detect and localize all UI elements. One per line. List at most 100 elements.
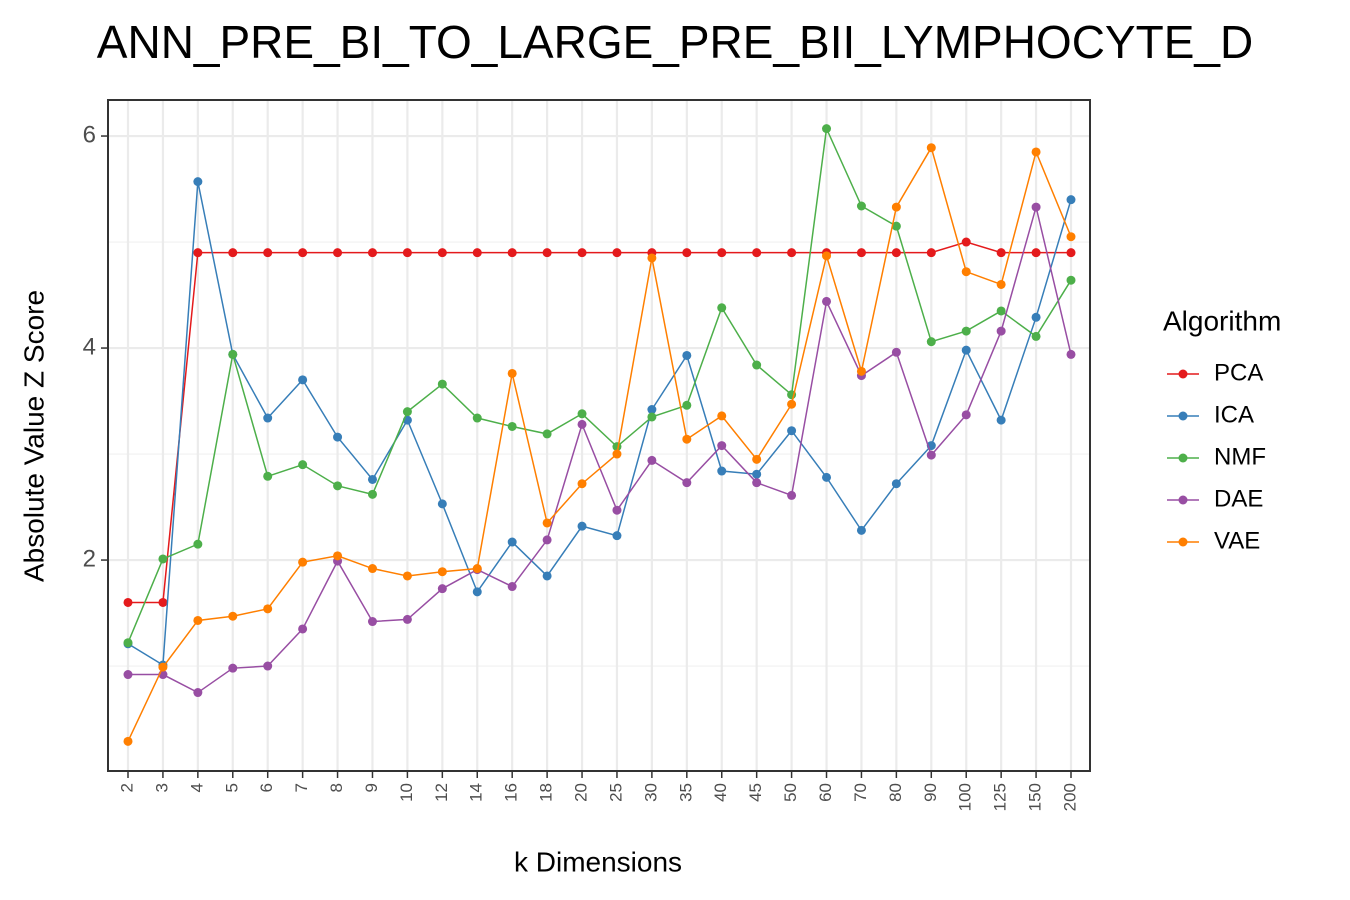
- x-tick-label: 4: [187, 783, 206, 792]
- data-point: [1066, 275, 1076, 285]
- data-point: [228, 663, 238, 673]
- data-point: [577, 248, 587, 258]
- data-point: [752, 248, 762, 258]
- data-point: [891, 248, 901, 258]
- data-point: [1066, 232, 1076, 242]
- data-point: [507, 248, 517, 258]
- data-point: [367, 617, 377, 627]
- data-point: [1031, 248, 1041, 258]
- data-point: [717, 466, 727, 476]
- data-point: [298, 557, 308, 567]
- data-point: [996, 326, 1006, 336]
- data-point: [193, 615, 203, 625]
- data-point: [682, 350, 692, 360]
- data-point: [1066, 195, 1076, 205]
- x-tick-label: 7: [292, 783, 311, 792]
- data-point: [856, 366, 866, 376]
- data-point: [263, 604, 273, 614]
- data-point: [333, 248, 343, 258]
- x-tick-label: 80: [886, 783, 905, 802]
- data-point: [298, 248, 308, 258]
- data-point: [612, 248, 622, 258]
- data-point: [926, 143, 936, 153]
- data-point: [367, 489, 377, 499]
- data-point: [158, 554, 168, 564]
- data-point: [996, 306, 1006, 316]
- x-tick-label: 45: [746, 783, 765, 802]
- data-point: [437, 584, 447, 594]
- data-point: [856, 248, 866, 258]
- data-point: [542, 248, 552, 258]
- data-point: [926, 450, 936, 460]
- data-point: [228, 248, 238, 258]
- data-point: [123, 597, 133, 607]
- x-tick-label: 35: [676, 783, 695, 802]
- data-point: [612, 505, 622, 515]
- x-tick-label: 60: [816, 783, 835, 802]
- data-point: [1031, 147, 1041, 157]
- data-point: [437, 567, 447, 577]
- data-point: [472, 587, 482, 597]
- x-tick-label: 125: [991, 783, 1010, 811]
- x-tick-label: 150: [1026, 783, 1045, 811]
- x-tick-label: 16: [502, 783, 521, 802]
- data-point: [856, 201, 866, 211]
- data-point: [996, 415, 1006, 425]
- data-point: [647, 253, 657, 263]
- data-point: [437, 379, 447, 389]
- data-point: [1031, 331, 1041, 341]
- legend-label: NMF: [1214, 443, 1266, 470]
- data-point: [822, 124, 832, 134]
- x-tick-label: 2: [117, 783, 136, 792]
- legend-key-point: [1178, 537, 1188, 547]
- data-point: [891, 202, 901, 212]
- data-point: [577, 409, 587, 419]
- data-point: [228, 611, 238, 621]
- data-point: [437, 499, 447, 509]
- series-line: [128, 241, 1071, 604]
- data-point: [402, 614, 412, 624]
- x-tick-label: 100: [956, 783, 975, 811]
- y-tick-label: 6: [83, 121, 96, 148]
- series-line: [127, 125, 1072, 644]
- data-point: [752, 469, 762, 479]
- x-tick-label: 10: [397, 783, 416, 802]
- data-point: [1066, 248, 1076, 258]
- x-tick-label: 40: [711, 783, 730, 802]
- data-point: [228, 349, 238, 359]
- x-tick-label: 50: [781, 783, 800, 802]
- data-point: [752, 360, 762, 370]
- data-point: [612, 531, 622, 541]
- x-tick-label: 30: [641, 783, 660, 802]
- series-line: [127, 145, 1072, 742]
- data-point: [961, 267, 971, 277]
- data-point: [717, 303, 727, 313]
- data-point: [822, 251, 832, 261]
- x-tick-label: 20: [572, 783, 591, 802]
- data-point: [193, 688, 203, 698]
- data-point: [367, 564, 377, 574]
- data-point: [367, 248, 377, 258]
- data-point: [402, 407, 412, 417]
- data-point: [472, 413, 482, 423]
- data-point: [577, 479, 587, 489]
- data-point: [647, 405, 657, 415]
- data-point: [787, 248, 797, 258]
- data-point: [856, 525, 866, 535]
- x-tick-label: 6: [257, 783, 276, 792]
- data-point: [263, 471, 273, 481]
- x-tick-label: 9: [362, 783, 381, 792]
- data-point: [263, 413, 273, 423]
- data-point: [298, 624, 308, 634]
- y-tick-label: 2: [83, 545, 96, 572]
- data-point: [542, 571, 552, 581]
- data-point: [263, 248, 273, 258]
- data-point: [717, 411, 727, 421]
- data-point: [333, 432, 343, 442]
- data-point: [787, 426, 797, 436]
- data-point: [961, 237, 971, 247]
- x-tick-label: 8: [327, 783, 346, 792]
- data-point: [193, 539, 203, 549]
- data-point: [996, 279, 1006, 289]
